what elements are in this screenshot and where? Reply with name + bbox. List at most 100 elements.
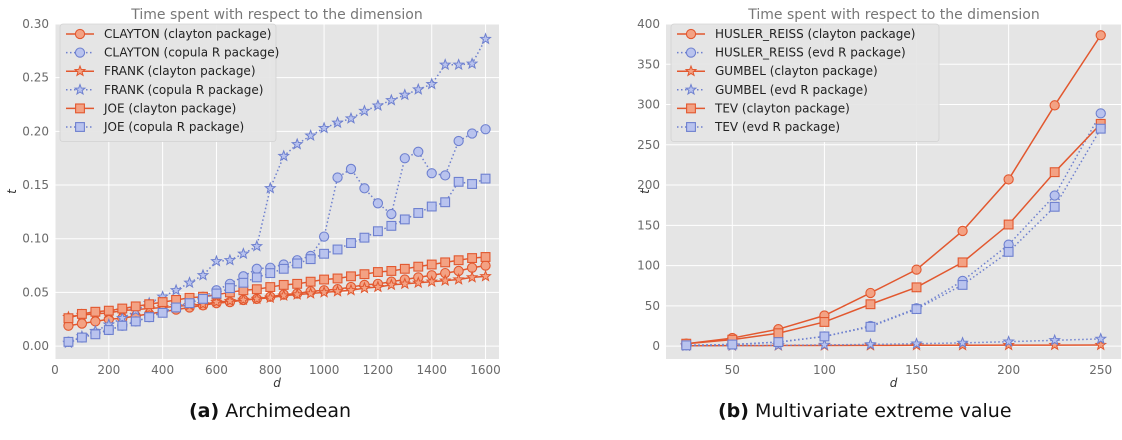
legend-label: GUMBEL (evd R package) xyxy=(715,83,868,97)
legend-marker xyxy=(684,83,698,96)
data-point xyxy=(223,294,237,307)
data-point xyxy=(479,32,492,45)
data-point xyxy=(277,289,291,302)
x-axis-label: d xyxy=(890,376,898,390)
data-point xyxy=(864,337,877,350)
data-point xyxy=(359,269,370,280)
series-line xyxy=(686,344,1101,347)
data-point xyxy=(479,269,492,282)
chart-panel-b: 50 100 150 200 250 0 50 100 150 200 250 300 350 400 Ti… xyxy=(637,7,1121,390)
legend-marker xyxy=(73,64,87,77)
data-point xyxy=(865,321,876,332)
y-axis-label: t xyxy=(638,188,652,194)
data-point xyxy=(331,116,344,129)
data-point xyxy=(957,257,968,268)
data-point xyxy=(1049,190,1060,201)
data-point xyxy=(130,301,141,312)
legend-box xyxy=(670,23,940,142)
data-point xyxy=(371,98,385,111)
legend-marker xyxy=(686,103,696,114)
x-tick-label: 400 xyxy=(151,363,174,377)
y-tick-label: 0.05 xyxy=(22,285,49,299)
data-point xyxy=(331,284,344,297)
legend-label: TEV (evd R package) xyxy=(714,120,840,134)
data-point xyxy=(251,272,262,283)
series-line xyxy=(686,338,1101,347)
data-point xyxy=(398,88,412,101)
x-tick-label: 1000 xyxy=(309,363,340,377)
data-point xyxy=(911,304,922,315)
legend-marker xyxy=(75,103,85,114)
series-line xyxy=(686,128,1102,347)
x-tick-label: 600 xyxy=(205,363,228,377)
y-tick-label: 0.15 xyxy=(22,178,49,192)
legend-marker xyxy=(73,83,87,96)
data-point xyxy=(1003,174,1014,185)
chart-title: Time spent with respect to the dimension xyxy=(130,7,422,23)
data-point xyxy=(413,146,424,157)
data-point xyxy=(1048,333,1061,346)
y-tick-label: 0 xyxy=(652,339,660,353)
series-line xyxy=(686,123,1102,345)
x-tick-label: 1200 xyxy=(363,363,394,377)
data-point xyxy=(1094,338,1108,351)
data-point xyxy=(210,295,223,308)
caption-a: (a) Archimedean xyxy=(189,400,351,422)
caption-a-tag: (a) xyxy=(189,400,220,422)
data-point xyxy=(1095,108,1106,119)
y-tick-label: 350 xyxy=(637,57,660,71)
legend-label: HUSLER_REISS (clayton package) xyxy=(715,27,915,41)
data-point xyxy=(438,58,452,71)
legend-marker xyxy=(686,122,696,132)
data-point xyxy=(466,128,478,139)
legend-label: HUSLER_REISS (evd R package) xyxy=(715,46,906,60)
x-tick-label: 100 xyxy=(813,363,836,377)
data-point xyxy=(103,305,114,316)
data-point xyxy=(76,318,88,329)
data-point xyxy=(263,291,277,304)
data-point xyxy=(452,272,465,285)
x-tick-label: 1400 xyxy=(416,363,447,377)
data-point xyxy=(440,257,451,268)
data-point xyxy=(398,277,412,290)
legend-label: JOE (clayton package) xyxy=(103,101,236,115)
caption-b: (b) Multivariate extreme value xyxy=(718,400,1012,422)
data-point xyxy=(265,282,276,293)
data-point xyxy=(399,153,410,164)
legend-label: JOE (copula R package) xyxy=(103,120,244,134)
data-point xyxy=(681,340,692,351)
data-point xyxy=(251,263,262,274)
data-point xyxy=(1094,332,1108,345)
data-point xyxy=(426,259,437,270)
x-tick-label: 50 xyxy=(725,363,740,377)
data-point xyxy=(372,198,384,209)
data-point xyxy=(157,307,168,318)
x-tick-label: 800 xyxy=(259,363,282,377)
data-point xyxy=(90,306,101,317)
y-tick-label: 150 xyxy=(637,218,660,232)
data-point xyxy=(63,313,74,324)
legend-label: FRANK (clayton package) xyxy=(104,64,256,78)
y-tick-label: 400 xyxy=(637,17,660,31)
data-point xyxy=(413,208,424,218)
data-point xyxy=(467,253,478,264)
data-point xyxy=(411,276,425,289)
data-point xyxy=(265,268,276,279)
data-point xyxy=(292,258,303,269)
legend-label: FRANK (copula R package) xyxy=(104,83,263,97)
data-point xyxy=(440,170,451,181)
data-point xyxy=(372,267,383,277)
legend: CLAYTON (clayton package) CLAYTON (copula… xyxy=(59,23,279,142)
data-point xyxy=(413,261,424,272)
data-point xyxy=(1049,100,1060,111)
data-point xyxy=(467,179,478,189)
data-point xyxy=(480,124,491,135)
data-point xyxy=(453,255,464,266)
data-point xyxy=(277,149,291,162)
legend-box xyxy=(59,23,277,142)
data-point xyxy=(157,297,168,308)
data-point xyxy=(465,57,479,70)
data-point xyxy=(210,254,223,267)
data-point xyxy=(224,283,235,294)
y-tick-label: 0.00 xyxy=(22,339,49,353)
